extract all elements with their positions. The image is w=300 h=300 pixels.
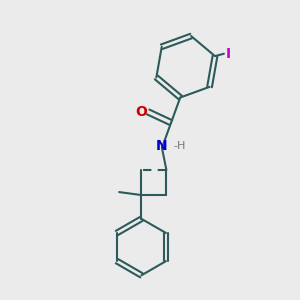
Text: -H: -H (173, 141, 186, 151)
Text: I: I (225, 47, 230, 61)
Text: O: O (136, 105, 148, 119)
Text: N: N (156, 139, 168, 153)
